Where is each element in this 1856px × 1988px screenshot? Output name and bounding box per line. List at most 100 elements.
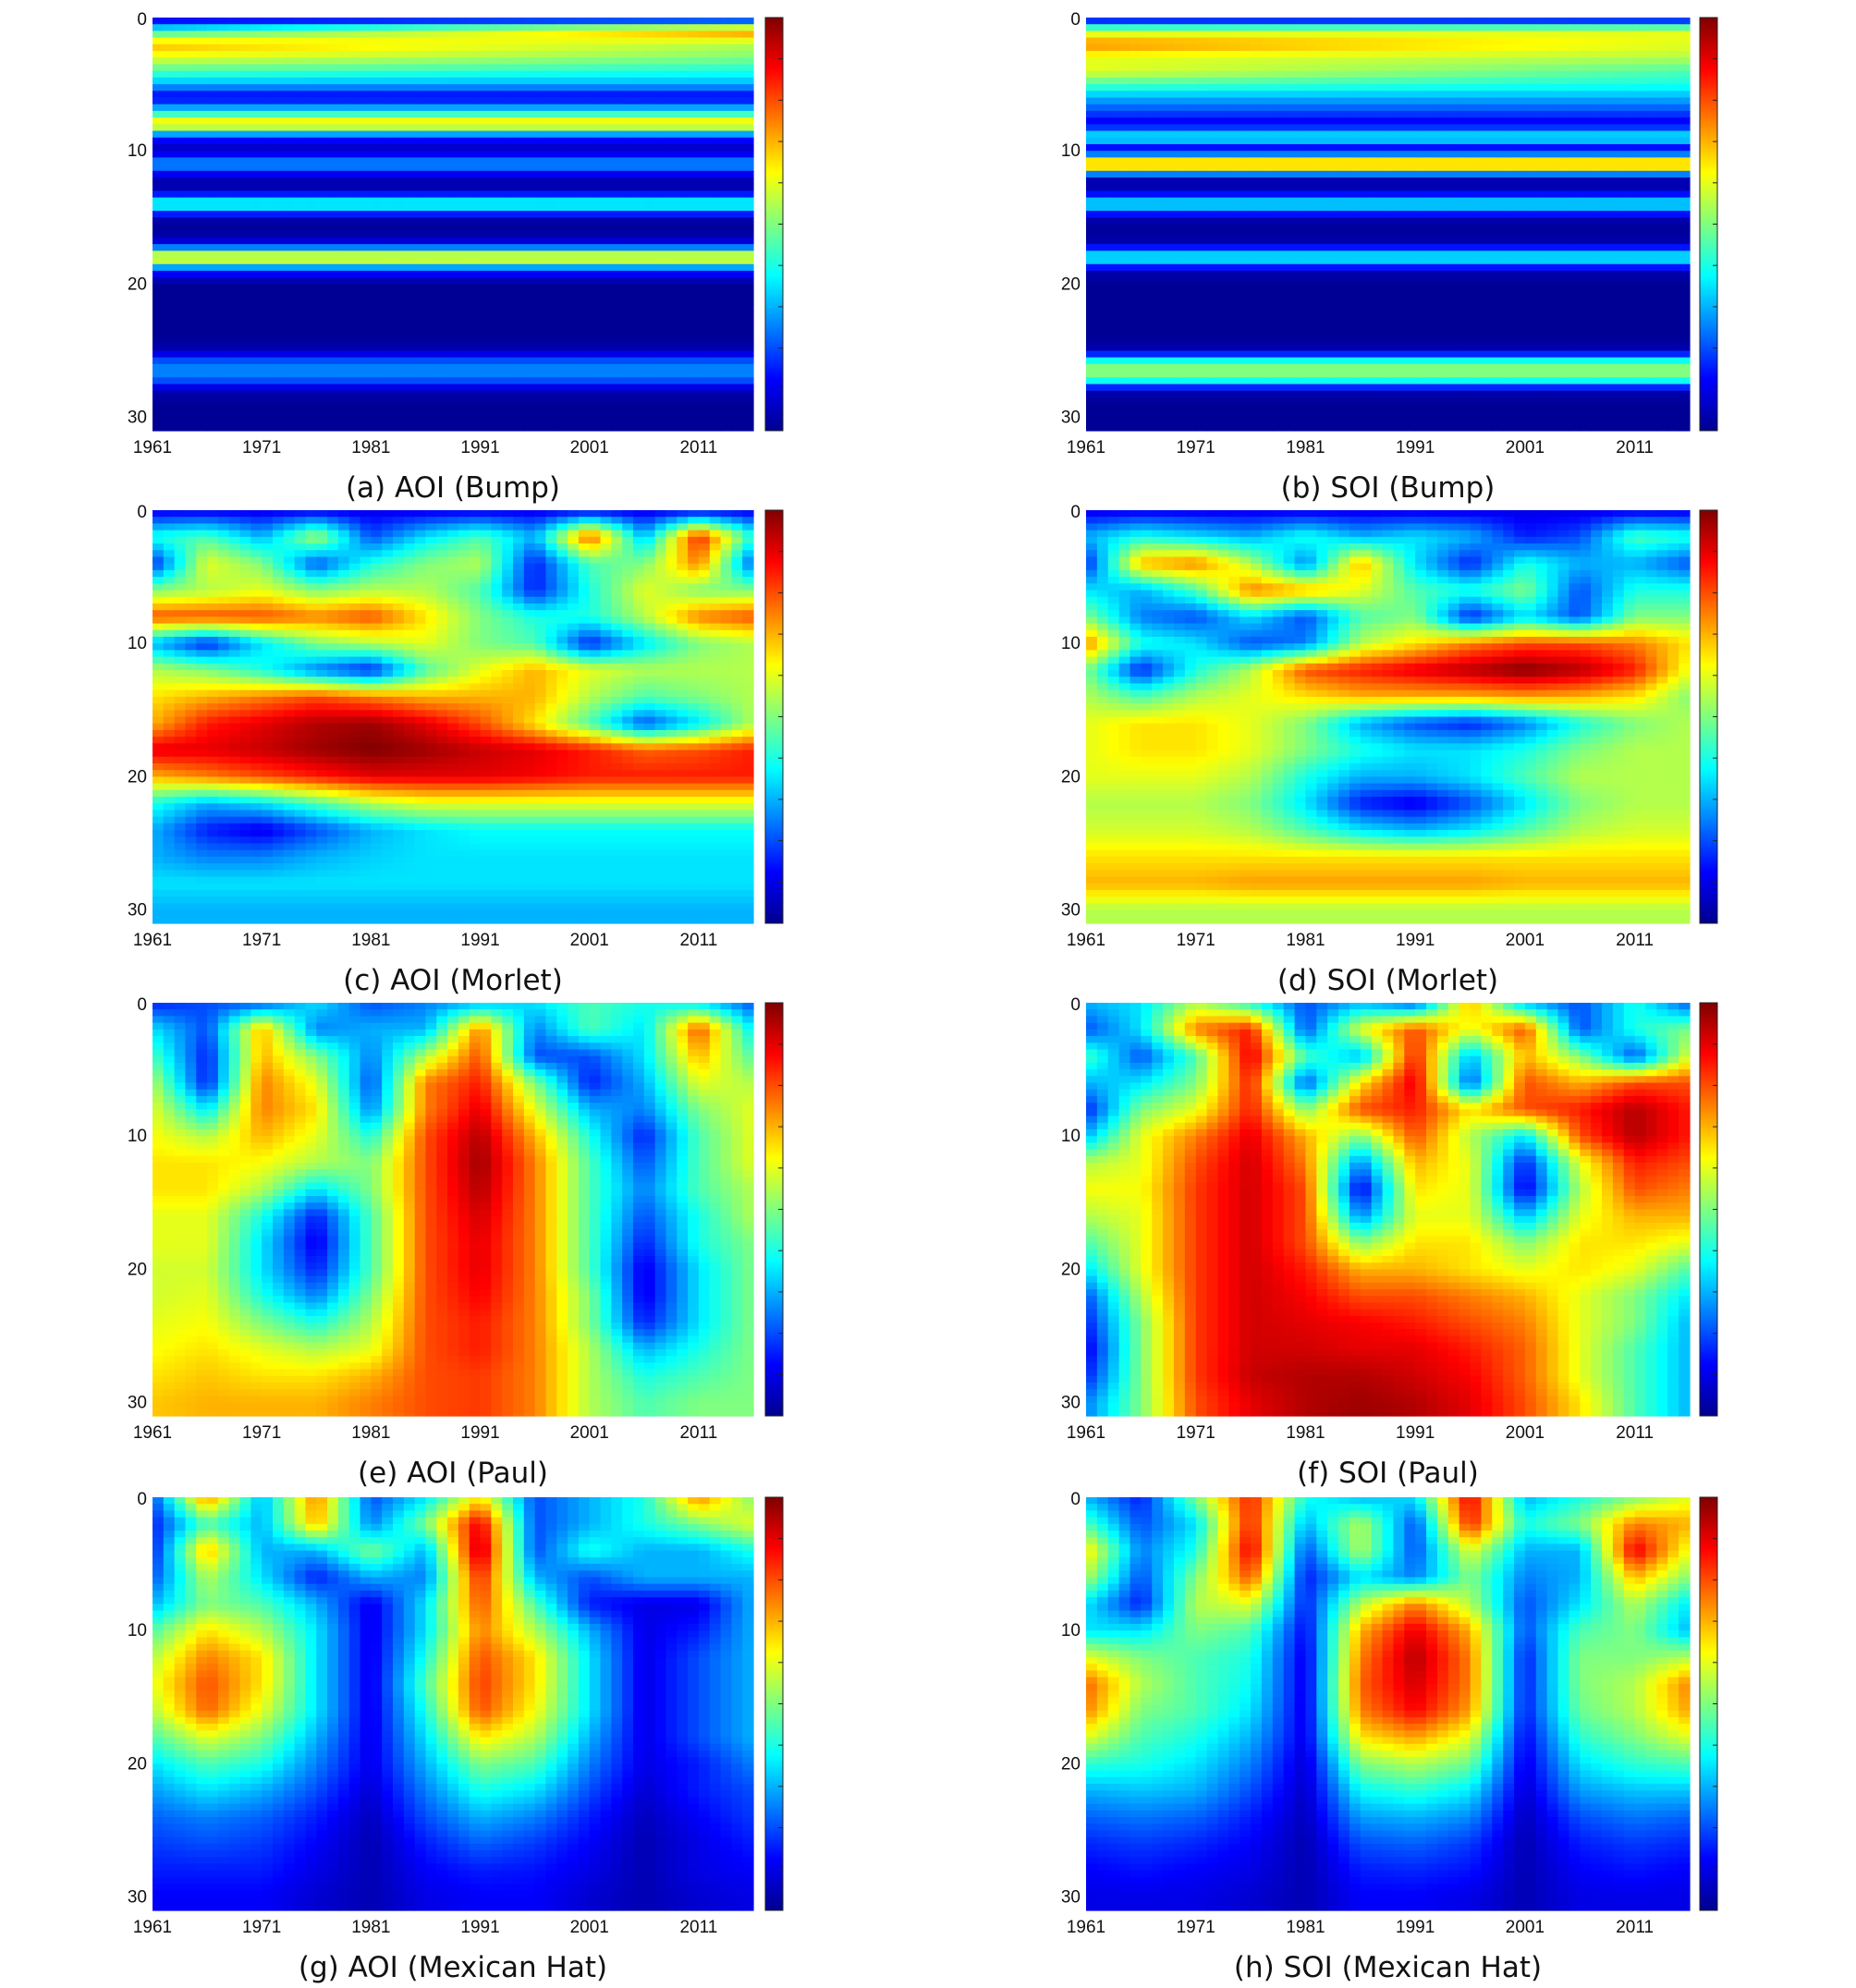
heatmap-cell (655, 211, 666, 218)
heatmap-cell (1262, 38, 1273, 45)
heatmap-cell (404, 397, 415, 405)
heatmap-cell (1393, 78, 1404, 85)
heatmap-cell (295, 298, 306, 305)
heatmap-cell (1503, 157, 1514, 165)
heatmap-cell (481, 64, 492, 71)
heatmap-cell (196, 298, 207, 305)
heatmap-cell (295, 151, 306, 158)
heatmap-cell (491, 377, 502, 384)
heatmap-cell (273, 98, 284, 105)
heatmap-cell (250, 184, 262, 191)
heatmap-cell (568, 397, 579, 405)
heatmap-cell (349, 165, 360, 172)
heatmap-cell (1262, 111, 1273, 118)
heatmap-cell (327, 364, 338, 372)
heatmap-cell (295, 337, 306, 345)
heatmap-cell (360, 298, 372, 305)
heatmap-cell (327, 238, 338, 245)
heatmap-cell (590, 264, 601, 272)
heatmap-cell (502, 250, 513, 258)
heatmap-cell (1613, 71, 1624, 79)
heatmap-cell (229, 51, 240, 58)
heatmap-cell (1284, 171, 1295, 178)
heatmap-cell (404, 337, 415, 345)
heatmap-cell (229, 311, 240, 318)
heatmap-cell (731, 177, 742, 185)
heatmap-cell (250, 117, 262, 125)
heatmap-cell (1459, 157, 1471, 165)
heatmap-cell (611, 184, 622, 191)
heatmap-cell (710, 51, 721, 58)
heatmap-cell (481, 298, 492, 305)
heatmap-cell (1481, 131, 1492, 139)
heatmap-cell (1207, 91, 1218, 98)
heatmap-cell (568, 131, 579, 139)
heatmap-cell (1185, 18, 1196, 25)
heatmap-cell (535, 84, 546, 91)
heatmap-cell (721, 190, 732, 198)
heatmap-cell (447, 231, 458, 238)
heatmap-cell (1372, 30, 1383, 38)
heatmap-cell (470, 104, 481, 112)
heatmap-cell (601, 231, 612, 238)
heatmap-cell (644, 317, 655, 324)
heatmap-cell (1217, 57, 1228, 65)
heatmap-cell (1667, 111, 1679, 118)
heatmap-cell (710, 371, 721, 378)
heatmap-cell (1284, 38, 1295, 45)
heatmap-cell (1459, 57, 1471, 65)
heatmap-cell (316, 344, 327, 351)
heatmap-cell (502, 291, 513, 299)
heatmap-cell (175, 24, 186, 31)
heatmap-cell (1316, 71, 1327, 79)
heatmap-cell (1383, 30, 1394, 38)
heatmap-cell (404, 384, 415, 392)
heatmap-cell (677, 190, 688, 198)
heatmap-cell (164, 364, 175, 372)
heatmap-cell (436, 291, 447, 299)
heatmap-cell (262, 124, 273, 131)
heatmap-cell (590, 298, 601, 305)
heatmap-cell (436, 337, 447, 345)
heatmap-cell (556, 144, 568, 152)
heatmap-cell (1426, 51, 1437, 58)
heatmap-cell (655, 384, 666, 392)
heatmap-cell (568, 198, 579, 205)
heatmap-cell (1602, 71, 1613, 79)
heatmap-cell (207, 211, 218, 218)
heatmap-cell (1228, 104, 1239, 112)
heatmap-cell (545, 350, 556, 358)
heatmap-cell (382, 204, 393, 212)
heatmap-cell (425, 51, 436, 58)
heatmap-cell (349, 384, 360, 392)
heatmap-cell (153, 138, 164, 145)
heatmap-cell (404, 271, 415, 278)
heatmap-cell (665, 177, 677, 185)
heatmap-cell (447, 204, 458, 212)
heatmap-cell (1295, 184, 1306, 191)
heatmap-cell (415, 244, 426, 251)
heatmap-cell (338, 131, 349, 139)
heatmap-cell (568, 324, 579, 332)
heatmap-cell (1383, 84, 1394, 91)
heatmap-cell (513, 371, 524, 378)
heatmap-cell (1152, 171, 1163, 178)
heatmap-cell (611, 84, 622, 91)
heatmap-cell (677, 350, 688, 358)
heatmap-cell (458, 331, 470, 338)
heatmap-cell (1273, 18, 1284, 25)
heatmap-cell (1547, 91, 1558, 98)
heatmap-cell (382, 24, 393, 31)
heatmap-cell (1580, 171, 1591, 178)
heatmap-cell (491, 217, 502, 225)
heatmap-cell (1372, 51, 1383, 58)
heatmap-cell (556, 337, 568, 345)
heatmap-cell (273, 358, 284, 365)
heatmap-cell (513, 71, 524, 79)
heatmap-cell (1141, 131, 1152, 139)
heatmap-cell (1679, 98, 1690, 105)
heatmap-cell (1536, 190, 1547, 198)
heatmap-cell (481, 238, 492, 245)
heatmap-cell (491, 117, 502, 125)
heatmap-cell (1602, 38, 1613, 45)
